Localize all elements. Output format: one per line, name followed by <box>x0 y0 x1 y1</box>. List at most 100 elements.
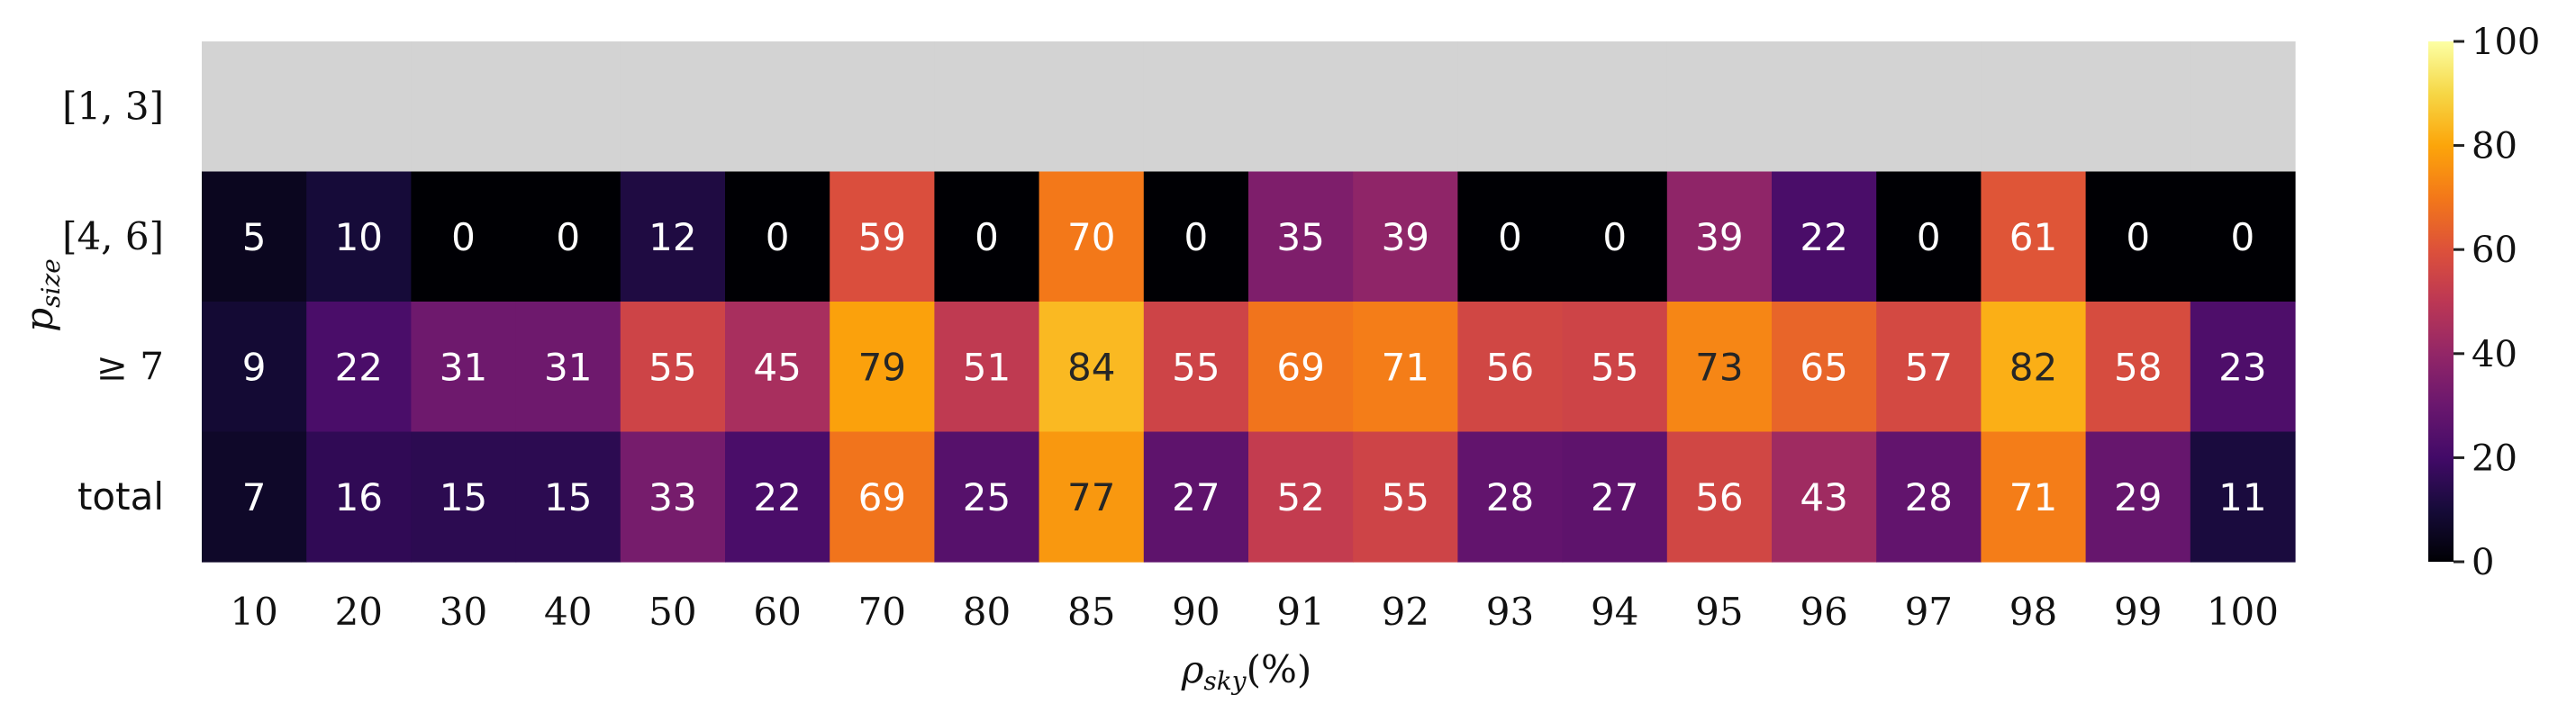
colorbar-gradient <box>2428 41 2454 562</box>
heatmap-cell <box>1981 171 2087 302</box>
x-tick-label: 94 <box>1591 590 1638 634</box>
heatmap-cell <box>515 302 621 433</box>
cell-value-label: 22 <box>1800 215 1847 259</box>
cell-value-label: 71 <box>1382 345 1429 389</box>
cell-value-label: 9 <box>242 345 267 389</box>
y-axis-label: psize <box>17 258 66 332</box>
x-tick-label: 97 <box>1905 590 1953 634</box>
heatmap-cell <box>411 41 517 173</box>
x-tick-label: 91 <box>1276 590 1324 634</box>
heatmap-cell <box>202 302 307 433</box>
heatmap-cell <box>1248 302 1354 433</box>
heatmap-cell <box>1248 431 1354 563</box>
cell-value-label: 31 <box>544 345 592 389</box>
heatmap-cell <box>2190 41 2296 173</box>
cell-value-label: 0 <box>556 215 580 259</box>
x-tick-label: 30 <box>440 590 487 634</box>
heatmap-cell <box>1457 171 1564 302</box>
cell-value-label: 56 <box>1695 475 1743 519</box>
heatmap-cell <box>1981 41 2087 173</box>
heatmap-cell <box>1562 431 1668 563</box>
x-tick-labels: 10 20 30 40 50 60 70 80 85 90 91 92 93 94 95 96 97 98 99 10… <box>230 590 2279 634</box>
heatmap-cell <box>2190 302 2296 433</box>
heatmap-cell <box>1457 302 1564 433</box>
cell-value-label: 77 <box>1067 475 1115 519</box>
cell-value-label: 33 <box>649 475 696 519</box>
heatmap-cell <box>202 431 307 563</box>
heatmap-cell <box>1457 431 1564 563</box>
colorbar-ticks: 0 20 40 60 80 100 <box>2454 22 2540 583</box>
x-tick-label: 90 <box>1172 590 1220 634</box>
y-tick-label: ≥ 7 <box>96 344 164 388</box>
cell-value-label: 27 <box>1172 475 1220 519</box>
heatmap-cell <box>306 302 412 433</box>
heatmap-cell <box>1143 431 1249 563</box>
x-tick-label: 80 <box>963 590 1011 634</box>
x-tick-label: 20 <box>335 590 383 634</box>
colorbar-tick-label: 20 <box>2472 438 2517 479</box>
heatmap-cell <box>1562 171 1668 302</box>
heatmap-cell <box>1248 41 1354 173</box>
cell-value-label: 22 <box>753 475 801 519</box>
cell-value-label: 11 <box>2218 475 2266 519</box>
colorbar: 0 20 40 60 80 100 <box>2428 22 2540 583</box>
heatmap-cell <box>411 171 517 302</box>
x-tick-label: 10 <box>230 590 277 634</box>
y-tick-labels: [1, 3] [4, 6] ≥ 7 total <box>62 84 164 519</box>
cell-value-label: 31 <box>440 345 487 389</box>
heatmap-cell <box>306 431 412 563</box>
heatmap-cell <box>515 431 621 563</box>
cell-value-label: 15 <box>440 475 487 519</box>
heatmap-cell <box>1039 171 1145 302</box>
colorbar-tick-label: 60 <box>2472 230 2517 271</box>
cell-value-label: 23 <box>2218 345 2266 389</box>
cell-value-label: 65 <box>1800 345 1847 389</box>
cell-value-label: 0 <box>1498 215 1522 259</box>
cell-value-label: 25 <box>963 475 1011 519</box>
cell-value-label: 84 <box>1067 345 1115 389</box>
cell-value-label: 58 <box>2114 345 2162 389</box>
cell-value-label: 57 <box>1905 345 1953 389</box>
heatmap-cell <box>1666 302 1773 433</box>
cell-labels: 5 10 0 0 12 0 59 0 70 0 35 39 0 0 39 22 0 61 0 0 9 22 31 31 55 45… <box>242 215 2267 519</box>
heatmap-cell <box>1772 171 1877 302</box>
x-tick-label: 96 <box>1800 590 1847 634</box>
x-tick-label: 100 <box>2207 590 2279 634</box>
cell-value-label: 0 <box>451 215 476 259</box>
cell-value-label: 35 <box>1276 215 1324 259</box>
heatmap-cell <box>2085 431 2191 563</box>
x-axis-label: ρsky(%) <box>1181 647 1312 696</box>
heatmap-cell <box>830 302 935 433</box>
heatmap-cell <box>2085 302 2191 433</box>
y-tick-label: total <box>77 474 164 519</box>
heatmap-cell <box>1666 41 1773 173</box>
heatmap-cell <box>2085 171 2191 302</box>
heatmap-cell <box>620 171 726 302</box>
x-tick-label: 60 <box>753 590 801 634</box>
heatmap-cell <box>1772 302 1877 433</box>
cell-value-label: 22 <box>335 345 383 389</box>
heatmap-cell <box>2190 171 2296 302</box>
heatmap-cell <box>1666 431 1773 563</box>
cell-value-label: 0 <box>975 215 999 259</box>
heatmap-cell <box>1457 41 1564 173</box>
heatmap-cell <box>830 41 935 173</box>
y-tick-label: [4, 6] <box>62 214 164 258</box>
heatmap-cell <box>1143 302 1249 433</box>
heatmap-cell <box>1876 431 1982 563</box>
heatmap-cell <box>1876 171 1982 302</box>
heatmap-cell <box>830 431 935 563</box>
heatmap-cell <box>1876 41 1982 173</box>
heatmap-cell <box>1981 431 2087 563</box>
heatmap-cell <box>1353 41 1458 173</box>
heatmap-cells <box>202 41 2296 563</box>
heatmap-cell <box>725 302 830 433</box>
heatmap-cell <box>1039 41 1145 173</box>
heatmap-cell <box>934 302 1040 433</box>
cell-value-label: 59 <box>858 215 906 259</box>
heatmap-cell <box>1666 171 1773 302</box>
cell-value-label: 0 <box>2231 215 2255 259</box>
cell-value-label: 61 <box>2009 215 2057 259</box>
heatmap-cell <box>1143 41 1249 173</box>
